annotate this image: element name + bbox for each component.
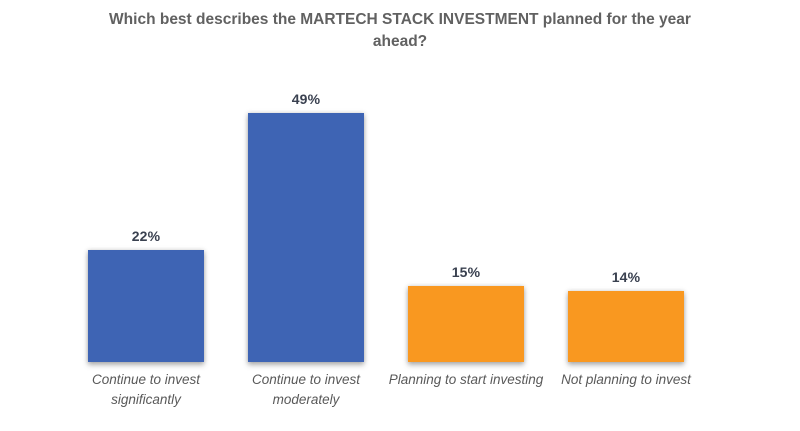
bar-value-label: 22% <box>131 228 161 244</box>
bar-1 <box>88 250 204 362</box>
category-label: Not planning to invest <box>561 372 691 387</box>
chart-title: Which best describes the MARTECH STACK I… <box>109 11 691 50</box>
category-label: Planning to start investing <box>388 372 544 387</box>
bar-4 <box>568 291 684 362</box>
bar-3 <box>408 286 524 362</box>
bar-2 <box>248 113 364 362</box>
bar-column: 14% Not planning to invest <box>546 269 706 387</box>
bar-column: 49% Continue to invest moderately <box>226 91 386 407</box>
bar-column: 22% Continue to invest significantly <box>66 228 226 407</box>
bar-value-label: 15% <box>451 264 481 280</box>
bar-value-label: 49% <box>291 91 321 107</box>
bar-column: 15% Planning to start investing <box>386 264 546 387</box>
category-label: Continue to invest moderately <box>251 372 361 408</box>
bar-value-label: 14% <box>611 269 641 285</box>
category-label: Continue to invest significantly <box>91 372 201 408</box>
